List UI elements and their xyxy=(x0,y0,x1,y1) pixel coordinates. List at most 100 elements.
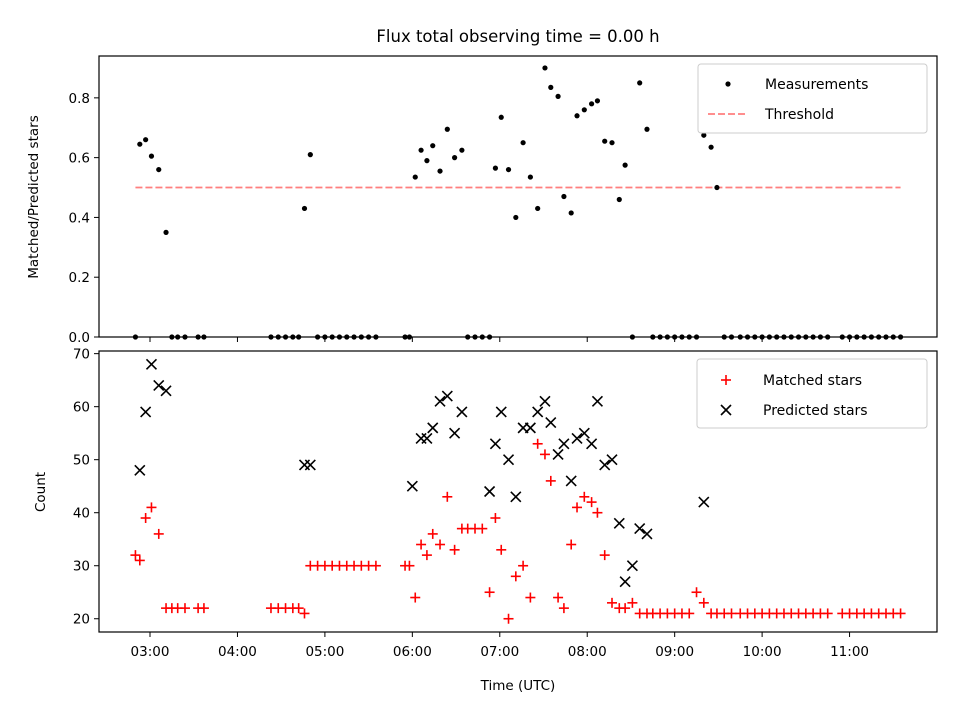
predicted-star-point xyxy=(626,560,638,572)
legend-threshold-label: Threshold xyxy=(764,107,834,123)
matched-star-point xyxy=(146,502,157,513)
bottom-panel: 20 30 40 50 60 70 03:00 04:00 05:00 06:00 07:00 08… xyxy=(33,347,938,694)
measurement-point xyxy=(437,168,443,174)
predicted-star-point xyxy=(434,395,446,407)
measurement-point xyxy=(664,334,670,340)
measurement-point xyxy=(452,155,458,161)
measurement-point xyxy=(148,153,155,159)
measurement-point xyxy=(568,210,574,216)
top-y-tick-label: 0.2 xyxy=(69,270,90,286)
predicted-star-point xyxy=(134,464,146,476)
measurement-point xyxy=(788,334,794,340)
matched-star-point xyxy=(299,608,310,619)
measurement-point xyxy=(737,334,743,340)
matched-star-point xyxy=(449,544,460,555)
measurement-point xyxy=(156,166,162,173)
predicted-star-point xyxy=(456,406,468,418)
measurement-point xyxy=(195,334,201,340)
measurement-point xyxy=(301,205,308,212)
top-y-tick-label: 0.8 xyxy=(69,91,90,107)
matched-star-point xyxy=(895,608,906,619)
measurement-point xyxy=(795,334,802,340)
measurement-point xyxy=(329,334,335,340)
measurement-point xyxy=(169,334,175,340)
measurement-point xyxy=(883,334,889,340)
x-tick-label: 11:00 xyxy=(830,644,869,660)
predicted-star-point xyxy=(552,448,564,460)
legend-predicted-label: Predicted stars xyxy=(763,403,868,419)
x-tick-label: 08:00 xyxy=(568,644,607,660)
measurement-point xyxy=(322,334,328,340)
matched-star-point xyxy=(410,592,421,603)
measurement-point xyxy=(817,334,824,340)
chart-title: Flux total observing time = 0.00 h xyxy=(376,27,659,46)
predicted-star-point xyxy=(441,390,453,402)
predicted-star-point xyxy=(449,427,461,439)
measurement-point xyxy=(358,334,364,340)
measurement-point xyxy=(465,334,471,340)
matched-star-point xyxy=(510,571,521,582)
predicted-star-point xyxy=(406,480,418,492)
measurement-point xyxy=(752,334,758,340)
matched-stars-points xyxy=(130,438,906,624)
matched-star-point xyxy=(416,539,427,550)
matched-star-point xyxy=(572,502,583,513)
x-tick-label: 06:00 xyxy=(393,644,432,660)
measurement-point xyxy=(810,334,816,340)
predicted-star-point xyxy=(613,517,625,529)
measurement-point xyxy=(825,334,831,340)
bottom-y-axis: 20 30 40 50 60 70 xyxy=(73,347,99,628)
predicted-star-point xyxy=(539,395,551,407)
matched-star-point xyxy=(532,438,543,449)
matched-star-point xyxy=(293,603,304,614)
measurement-point xyxy=(672,334,678,340)
predicted-star-point xyxy=(153,379,165,392)
measurement-point xyxy=(418,147,424,153)
measurement-point xyxy=(444,126,450,132)
predicted-star-point xyxy=(591,395,603,407)
measurement-point xyxy=(282,334,289,340)
measurement-point xyxy=(132,334,139,340)
measurement-point xyxy=(201,334,207,340)
measurement-point xyxy=(268,334,274,340)
predicted-stars-points xyxy=(134,358,710,588)
matched-star-point xyxy=(684,608,695,619)
matched-star-point xyxy=(179,603,190,614)
predicted-star-point xyxy=(634,523,646,535)
bottom-x-axis: 03:00 04:00 05:00 06:00 07:00 08:00 09:00 10:00… xyxy=(131,632,869,660)
matched-star-point xyxy=(404,560,415,571)
measurement-point xyxy=(412,174,418,180)
matched-star-point xyxy=(490,513,501,524)
predicted-star-point xyxy=(495,406,507,418)
predicted-star-point xyxy=(606,454,618,466)
matched-star-point xyxy=(592,507,603,518)
measurement-point xyxy=(609,140,615,146)
measurement-point xyxy=(803,334,809,340)
legend-predicted-marker xyxy=(720,404,732,416)
predicted-star-point xyxy=(145,358,158,370)
measurement-point xyxy=(535,205,541,212)
matched-star-point xyxy=(496,544,507,555)
bottom-y-tick-label: 40 xyxy=(73,506,90,522)
matched-star-point xyxy=(525,592,536,603)
predicted-star-point xyxy=(586,438,598,450)
predicted-star-point xyxy=(421,432,433,445)
matched-star-point xyxy=(607,597,618,608)
predicted-star-point xyxy=(558,438,570,450)
legend-matched-marker xyxy=(721,375,731,385)
bottom-legend: Matched stars Predicted stars xyxy=(696,358,928,429)
top-y-tick-label: 0.6 xyxy=(69,151,90,167)
measurement-point xyxy=(774,334,780,340)
matched-star-point xyxy=(134,555,145,566)
measurement-point xyxy=(424,158,430,164)
measurement-point xyxy=(498,114,504,120)
predicted-star-point xyxy=(641,528,653,540)
measurement-point xyxy=(486,334,493,340)
predicted-star-point xyxy=(502,454,515,466)
measurement-point xyxy=(137,141,143,147)
measurement-point xyxy=(708,144,714,150)
x-tick-label: 07:00 xyxy=(480,644,519,660)
matched-star-point xyxy=(130,550,141,561)
top-y-axis-title: Matched/Predicted stars xyxy=(26,115,42,278)
predicted-star-point xyxy=(571,432,583,445)
